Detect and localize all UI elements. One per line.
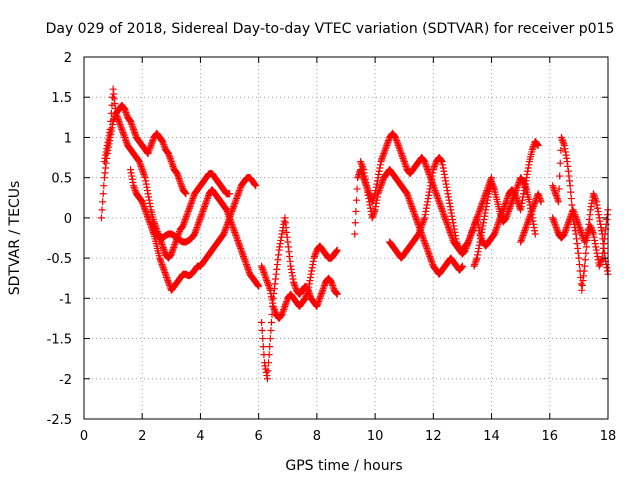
y-tick-label: 1 <box>64 131 72 146</box>
series-track-k <box>517 190 545 246</box>
x-tick-label: 0 <box>80 429 88 444</box>
data-point-marker <box>568 201 576 209</box>
y-tick-label: 2 <box>64 51 72 66</box>
y-tick-label: -1.5 <box>47 333 72 348</box>
data-point-marker <box>351 219 359 227</box>
x-tick-label: 16 <box>542 429 559 444</box>
series-track-a <box>97 101 190 222</box>
series-track-f <box>258 242 341 322</box>
data-point-marker <box>458 262 466 270</box>
data-point-marker <box>531 230 539 238</box>
data-point-marker <box>581 262 589 270</box>
data-point-marker <box>265 359 273 367</box>
data-point-marker <box>353 185 361 193</box>
data-point-marker <box>567 195 575 203</box>
y-tick-label: -1 <box>59 292 72 307</box>
data-point-marker <box>555 185 563 193</box>
y-tick-label: -0.5 <box>47 252 72 267</box>
data-point-marker <box>582 243 590 251</box>
data-point-marker <box>534 141 542 149</box>
x-tick-label: 2 <box>138 429 146 444</box>
y-tick-label: 0 <box>64 212 72 227</box>
data-point-marker <box>99 198 107 206</box>
data-point-marker <box>352 196 360 204</box>
y-tick-label: -2.5 <box>47 413 72 428</box>
y-tick-label: 0.5 <box>51 172 72 187</box>
series-track-m <box>549 206 612 270</box>
series-track-c <box>127 166 260 294</box>
y-tick-label: 1.5 <box>51 91 72 106</box>
data-point-marker <box>333 246 341 254</box>
data-point-marker <box>555 198 563 206</box>
y-tick-labels: 2 1.5 1 0.5 0 -0.5 -1 -1.5 -2 -2.5 <box>47 51 72 428</box>
data-point-marker <box>351 230 359 238</box>
x-tick-label: 8 <box>313 429 321 444</box>
series-track-h <box>357 158 466 278</box>
data-point-marker <box>255 282 263 290</box>
x-tick-label: 4 <box>196 429 204 444</box>
chart-title: Day 029 of 2018, Sidereal Day-to-day VTE… <box>46 21 615 37</box>
x-tick-label: 12 <box>425 429 442 444</box>
data-point-marker <box>258 318 266 326</box>
x-tick-labels: 0 2 4 6 8 10 12 14 16 18 <box>80 429 616 444</box>
x-axis-label: GPS time / hours <box>285 458 402 474</box>
series-track-d <box>150 186 263 290</box>
data-point-marker <box>263 375 271 383</box>
data-point-marker <box>109 93 117 101</box>
y-tick-label: -2 <box>59 373 72 388</box>
data-point-marker <box>577 280 585 288</box>
data-point-marker <box>567 188 575 196</box>
data-point-marker <box>267 327 275 335</box>
data-point-marker <box>265 351 273 359</box>
data-point-marker <box>566 182 574 190</box>
data-point-marker <box>575 261 583 269</box>
data-point-marker <box>266 343 274 351</box>
data-point-marker <box>259 343 267 351</box>
data-points <box>97 85 612 383</box>
data-point-marker <box>266 335 274 343</box>
data-point-marker <box>581 256 589 264</box>
data-point-marker <box>267 318 275 326</box>
data-point-marker <box>556 172 564 180</box>
x-tick-label: 18 <box>600 429 617 444</box>
plot-frame <box>83 56 609 420</box>
data-point-marker <box>556 159 564 167</box>
x-tick-label: 14 <box>483 429 500 444</box>
data-point-marker <box>259 335 267 343</box>
series-track-l <box>549 133 612 294</box>
data-point-marker <box>264 367 272 375</box>
x-tick-label: 6 <box>255 429 263 444</box>
x-tick-label: 10 <box>367 429 384 444</box>
data-point-marker <box>252 182 260 190</box>
data-point-marker <box>182 190 190 198</box>
axis-ticks <box>83 56 609 420</box>
y-axis-label: SDTVAR / TECUs <box>7 181 23 296</box>
data-point-marker <box>582 249 590 257</box>
data-point-marker <box>100 182 108 190</box>
data-point-marker <box>575 254 583 262</box>
data-point-marker <box>537 198 545 206</box>
data-point-marker <box>107 117 115 125</box>
data-point-marker <box>97 214 105 222</box>
data-point-marker <box>352 207 360 215</box>
series-track-b <box>100 85 234 262</box>
series-track-i <box>386 137 542 262</box>
data-point-marker <box>99 190 107 198</box>
data-point-marker <box>98 206 106 214</box>
data-point-marker <box>106 125 114 133</box>
data-point-marker <box>226 190 234 198</box>
data-point-marker <box>557 146 565 154</box>
data-point-marker <box>258 327 266 335</box>
data-point-marker <box>333 290 341 298</box>
series-track-j <box>470 174 539 270</box>
